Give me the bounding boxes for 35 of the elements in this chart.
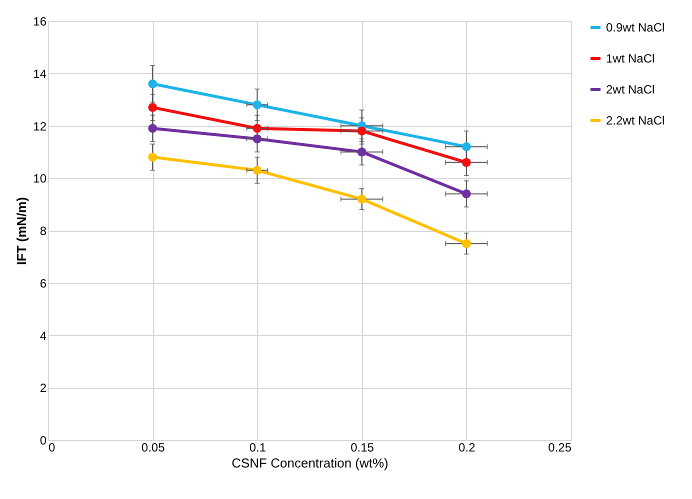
- y-tick-label: 2: [40, 381, 47, 396]
- y-tick-label: 10: [33, 172, 47, 186]
- point: [462, 158, 471, 167]
- legend-label: 2.2wt NaCl: [606, 114, 665, 128]
- y-tick-label: 12: [33, 119, 47, 134]
- y-tick-label: 4: [40, 328, 47, 343]
- point: [148, 152, 158, 162]
- x-tick-label: 0.2: [458, 440, 476, 454]
- x-tick-label: 0.1: [249, 440, 266, 454]
- point: [462, 142, 471, 152]
- x-axis-title: CSNF Concentration (wt%): [232, 456, 388, 470]
- x-tick-label: 0: [48, 440, 56, 454]
- y-axis-title: IFT (mN/m): [14, 197, 30, 265]
- point: [357, 194, 366, 204]
- point: [148, 79, 158, 88]
- x-tick-label: 0.25: [548, 440, 572, 454]
- point: [252, 166, 262, 175]
- point: [252, 124, 262, 133]
- y-tick-label: 8: [40, 224, 47, 238]
- point: [357, 126, 366, 136]
- y-tick-label: 14: [33, 66, 47, 81]
- legend-label: 2wt NaCl: [606, 82, 655, 96]
- x-tick-label: 0.15: [350, 440, 374, 454]
- point: [462, 189, 471, 198]
- y-tick-label: 6: [40, 276, 47, 290]
- point: [357, 147, 366, 156]
- point: [462, 239, 471, 248]
- point: [252, 100, 262, 110]
- point: [148, 102, 158, 112]
- x-tick-label: 0.05: [141, 440, 166, 454]
- point: [148, 124, 158, 133]
- legend-label: 0.9wt NaCl: [606, 20, 665, 34]
- point: [252, 134, 262, 144]
- y-tick-label: 16: [33, 14, 47, 28]
- legend-label: 1wt NaCl: [606, 52, 655, 66]
